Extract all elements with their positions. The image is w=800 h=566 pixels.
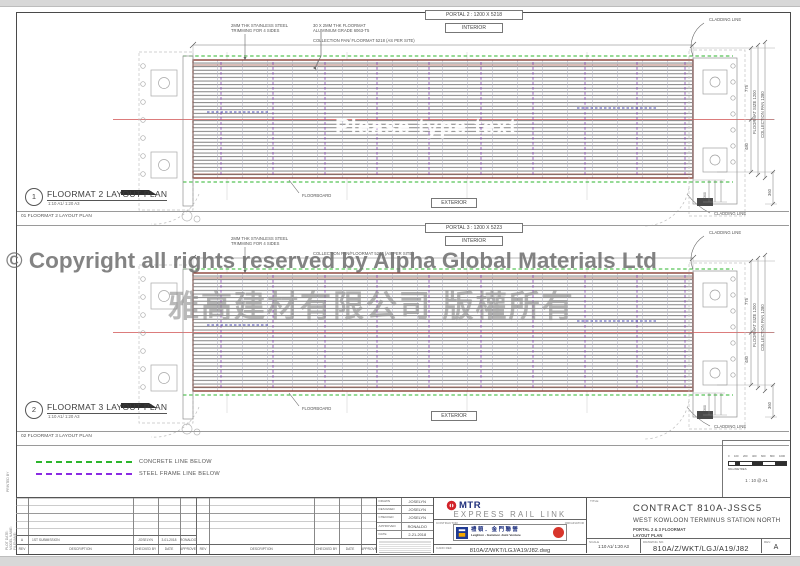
revision-header-row: REV DESCRIPTION CHECKED BY DATE APPROVED	[16, 544, 196, 554]
copyright-watermark: © Copyright all rights reserved by Alpha…	[6, 248, 657, 273]
mtr-logo: MTR	[446, 500, 481, 511]
layout-tab-label: 01 FLOORMAT 2 LAYOUT PLAN	[21, 214, 92, 219]
title-block-bottom-row: SCALE 1:10 A1/ 1:20 A3 DRAWING NO. 810A/…	[587, 538, 790, 553]
scale-tick-labels: 0 100 200 400 600 800 1000	[728, 455, 785, 458]
designed-row: DESIGNED JOSELYN	[377, 506, 433, 515]
plan-title: FLOORMAT 3 LAYOUT PLAN	[47, 402, 168, 414]
revision-table-right: REV DESCRIPTION CHECKED BY DATE APPROVED	[196, 498, 377, 554]
revision-row-a: A 1ST SUBMISSION JOSELYN 3-01-2018 RONAL…	[16, 535, 196, 545]
signature-block: DRAWN JOSELYN DESIGNED JOSELYN CHECKED J…	[376, 497, 434, 558]
floorboard-label: FLOORBOARD	[302, 193, 332, 198]
cladding-line-label-top: CLADDING LINE	[709, 230, 742, 235]
dim-300: 300	[703, 192, 707, 198]
dim-775: 775	[744, 85, 749, 92]
company-block: MTR EXPRESS RAIL LINK CONTRACTOR ORIGINA…	[434, 497, 586, 555]
legend-item-steel-frame: STEEL FRAME LINE BELOW	[36, 470, 220, 478]
interior-label: INTERIOR	[445, 23, 503, 33]
concrete-line-swatch	[36, 461, 132, 463]
plan-scale-note: 1:10 A1/ 1:20 A3	[48, 201, 80, 206]
exterior-label: EXTERIOR	[431, 411, 477, 421]
cladding-line-label-bottom: CLADDING LINE	[714, 211, 747, 216]
printed-by-note: PRINTED BY	[6, 471, 10, 492]
dim-480: 480	[744, 356, 749, 363]
note-leader-line	[313, 32, 322, 70]
drawn-row: DRAWN JOSELYN	[377, 498, 433, 507]
stainless-trim-note: 2MM THK STAINLESS STEEL TRIMMING FOR 4 S…	[231, 23, 289, 33]
scale-ratio-note: 1 : 10 @ A1	[745, 478, 768, 483]
steel-frame-line-swatch	[36, 473, 132, 475]
approved-row: APPROVED RONALDO	[377, 522, 433, 531]
collection-pan-dimension-label: COLLECTION PAN/ FLOORMAT 5218 (AS PER SI…	[313, 38, 415, 43]
mtr-logo-icon	[446, 500, 457, 511]
floormat-3-layout-plan: PORTAL 3 : 1200 X 5223 INTERIOR COLLECTI…	[17, 223, 789, 446]
revision-table-left: A 1ST SUBMISSION JOSELYN 3-01-2018 RONAL…	[16, 498, 196, 554]
revision-cell: REV. A	[762, 539, 790, 553]
project-location: WEST KOWLOON TERMINUS STATION NORTH	[633, 517, 781, 524]
cladding-line-label-bottom: CLADDING LINE	[714, 424, 747, 429]
sheet-subtitle: LAYOUT PLAN	[633, 533, 663, 538]
dim-collection-pan: COLLECTION PAN 1280	[760, 91, 765, 138]
company-cjk-watermark: 雅高建材有限公司 版權所有	[168, 289, 575, 324]
scale-unit-label: MILLIMETRES	[728, 467, 747, 471]
plan-scale-note: 1:10 A1/ 1:20 A3	[48, 414, 80, 419]
stainless-trim-note: 2MM THK STAINLESS STEEL TRIMMING FOR 4 S…	[231, 236, 289, 246]
portal-size-label: PORTAL 2 : 1200 X 5218	[425, 10, 523, 20]
divider-line	[17, 445, 789, 446]
floorboard-label: FLOORBOARD	[302, 406, 332, 411]
cadd-ref-value: 810A/Z/WKT/LGJ/A19/J82.dwg	[469, 547, 551, 554]
drawing-number: 810A/Z/WKT/LGJ/A19/J82	[653, 544, 749, 553]
title-block: TITLE CONTRACT 810A-JSSC5 WEST KOWLOON T…	[586, 497, 790, 553]
plan-title: FLOORMAT 2 LAYOUT PLAN	[47, 189, 168, 201]
checked-row: CHECKED JOSELYN	[377, 514, 433, 523]
collection-pan-dimension-label: COLLECTION PAN/FLOORMAT 5223 (AS PER SIT…	[313, 251, 414, 256]
dim-floormat-size: FLOORMAT SIZE 1200	[752, 90, 757, 134]
dim-775: 775	[744, 298, 749, 305]
legend-item-concrete: CONCRETE LINE BELOW	[36, 458, 212, 466]
dim-360: 360	[767, 189, 772, 196]
cadd-ref-band: CADD REF. 810A/Z/WKT/LGJ/A19/J82.dwg	[434, 545, 586, 555]
detail-bubble-1: 1	[25, 188, 43, 206]
exterior-label: EXTERIOR	[431, 198, 477, 208]
joint-venture-logo: 禮頓．金門聯營 Leighton - Gammon Joint Venture	[453, 524, 567, 541]
graphic-scale-bar: 0 100 200 400 600 800 1000 MILLIMETRES 1…	[722, 440, 790, 497]
revision-value: A	[773, 544, 779, 551]
dim-360: 360	[767, 402, 772, 409]
divider-line	[17, 211, 789, 212]
floormat-grade-note: 30 X 2MM THK FLOORMAT ALUMINIUM GRADE 60…	[313, 23, 370, 33]
sheet-subtitle: PORTAL 2 & 3 FLOORMAT	[633, 527, 686, 532]
scale-cell: SCALE 1:10 A1/ 1:20 A3	[587, 539, 641, 553]
date-row: DATE 2-21-2018	[377, 530, 433, 539]
red-stamp-icon	[553, 527, 564, 538]
layout-tab-label: 02 FLOORMAT 3 LAYOUT PLAN	[21, 434, 92, 439]
dim-collection-pan: COLLECTION PAN 1280	[760, 304, 765, 351]
dim-480: 480	[744, 143, 749, 150]
divider-line	[17, 431, 789, 432]
express-rail-link-title: EXPRESS RAIL LINK	[453, 510, 567, 519]
dim-300: 300	[703, 405, 707, 411]
project-band: MTR EXPRESS RAIL LINK	[434, 498, 586, 520]
paper-edge-top	[0, 0, 800, 7]
floormat-2-layout-plan: PORTAL 2 : 1200 X 5218 INTERIOR COLLECTI…	[17, 10, 789, 228]
disclaimer-fine-print	[379, 540, 431, 558]
contract-number: CONTRACT 810A-JSSC5	[633, 503, 763, 514]
contractor-band: CONTRACTOR ORIGINATOR 禮頓．金門聯營 Leighton -…	[434, 520, 586, 545]
white-overlay-watermark: Please type text	[335, 114, 518, 139]
drawing-number-cell: DRAWING NO. 810A/Z/WKT/LGJ/A19/J82	[641, 539, 762, 553]
cladding-line-label-top: CLADDING LINE	[709, 17, 742, 22]
revision-header-row: REV DESCRIPTION CHECKED BY DATE APPROVED	[197, 544, 377, 554]
scale-bar-segments	[728, 461, 787, 467]
portal-size-label: PORTAL 3 : 1200 X 5223	[425, 223, 523, 233]
dim-floormat-size: FLOORMAT SIZE 1200	[752, 303, 757, 347]
detail-bubble-2: 2	[25, 401, 43, 419]
divider-line	[17, 225, 789, 226]
revision-table: A 1ST SUBMISSION JOSELYN 3-01-2018 RONAL…	[16, 497, 377, 554]
interior-label: INTERIOR	[445, 236, 503, 246]
leighton-logo-icon	[456, 526, 468, 539]
